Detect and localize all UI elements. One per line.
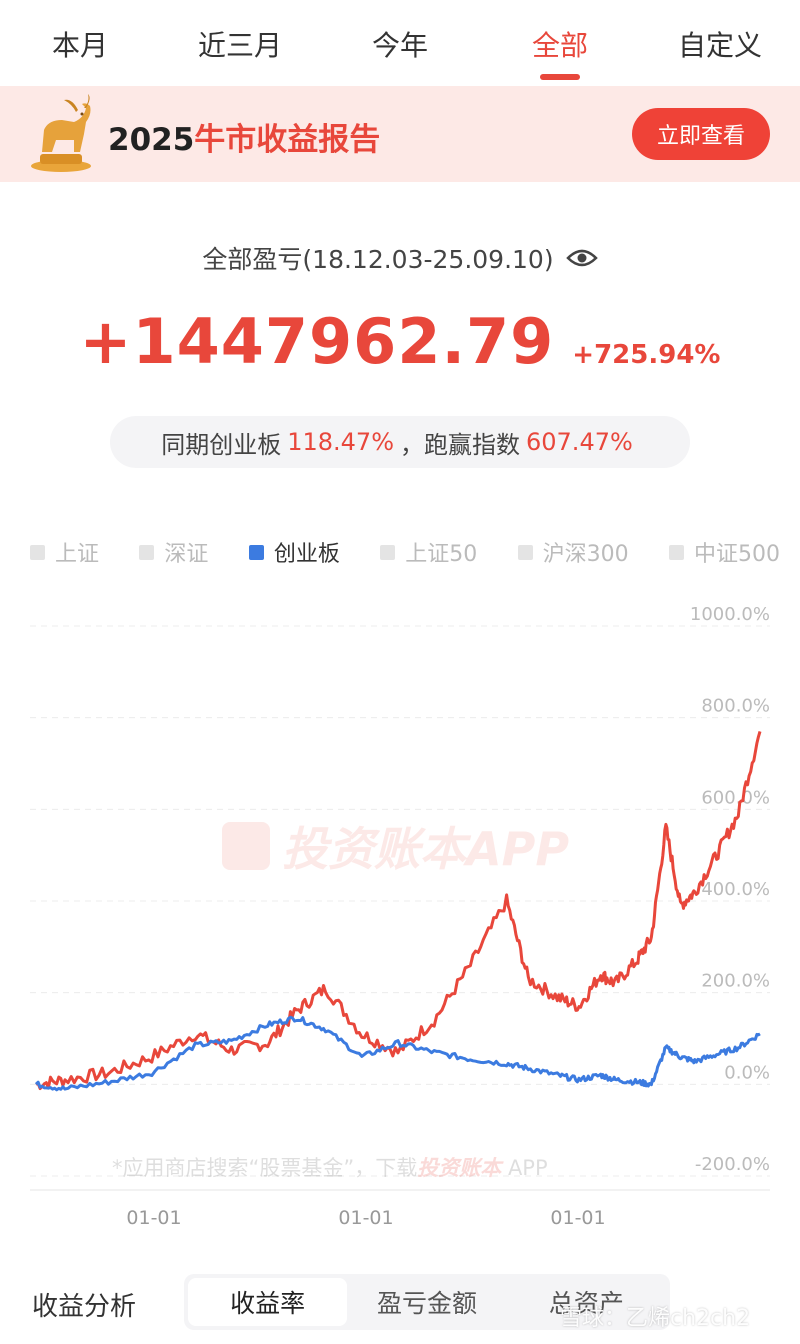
tab-three-months[interactable]: 近三月 xyxy=(197,29,282,62)
banner-year: 2025 xyxy=(108,122,195,158)
x-tick-label: 01-01 xyxy=(338,1207,393,1229)
total-profit: +1447962.79 xyxy=(79,305,555,378)
legend-swatch xyxy=(380,544,396,560)
app-watermark: 投资账本APP xyxy=(222,816,602,876)
eye-icon[interactable] xyxy=(565,247,598,269)
legend-swatch xyxy=(30,544,45,560)
legend-sse50[interactable]: 上证50 xyxy=(380,536,477,568)
tab-this-year[interactable]: 今年 xyxy=(371,29,428,62)
period-tabs: 本月 近三月 今年 全部 自定义 xyxy=(0,0,800,86)
footer-watermark: 雪球：乙烯ch2ch2 xyxy=(560,1306,751,1331)
segment-profit-amount[interactable]: 盈亏金额 xyxy=(376,1289,477,1318)
legend-swatch xyxy=(139,544,155,560)
compare-value: 118.47% xyxy=(287,428,394,456)
y-tick-label: 600.0% xyxy=(701,787,770,808)
banner-title-text: 牛市收益报告 xyxy=(194,122,381,158)
tab-all[interactable]: 全部 xyxy=(485,22,635,64)
index-legend: 上证 深证 创业板 上证50 沪深300 中证500 xyxy=(30,536,780,568)
y-tick-label: 200.0% xyxy=(701,971,770,992)
period-label: 全部盈亏(18.12.03-25.09.10) xyxy=(202,245,554,274)
y-tick-label: 0.0% xyxy=(724,1062,770,1083)
segment-return-rate[interactable]: 收益率 xyxy=(188,1278,348,1326)
tab-month[interactable]: 本月 xyxy=(51,29,108,62)
chinext-index-line xyxy=(34,1015,761,1092)
search-watermark: *应用商店搜索“股票基金”，下载投资账本 APP xyxy=(112,1152,548,1182)
compare-prefix: 同期创业板 xyxy=(161,430,282,459)
legend-shenzhen[interactable]: 深证 xyxy=(139,536,208,568)
promo-banner[interactable]: 2025牛市收益报告 立即查看 xyxy=(0,86,800,182)
legend-label: 深证 xyxy=(164,542,209,567)
section-label: 收益分析 xyxy=(32,1292,137,1322)
compare-middle: ，跑赢指数 xyxy=(400,430,520,459)
search-watermark-prefix: *应用商店搜索“股票基金”，下载 xyxy=(112,1156,418,1180)
y-tick-label: 1000.0% xyxy=(690,604,770,625)
app-logo-icon xyxy=(222,822,270,870)
returns-chart[interactable]: 1000.0% 800.0% 600.0% 400.0% 200.0% 0.0% -200.… xyxy=(0,600,800,1240)
legend-label: 上证 xyxy=(55,542,100,567)
search-watermark-brand: 投资账本 xyxy=(417,1156,502,1180)
y-tick-label: 800.0% xyxy=(701,696,770,717)
profit-percent: +725.94% xyxy=(572,340,721,370)
legend-label: 沪深300 xyxy=(542,542,629,567)
legend-shanghai[interactable]: 上证 xyxy=(30,536,99,568)
legend-label: 上证50 xyxy=(405,542,478,567)
period-summary: 全部盈亏(18.12.03-25.09.10) xyxy=(0,240,800,276)
x-tick-label: 01-01 xyxy=(126,1207,181,1229)
golden-bull-icon xyxy=(31,94,91,172)
view-report-button[interactable]: 立即查看 xyxy=(632,108,770,160)
search-watermark-suffix: APP xyxy=(501,1156,548,1180)
legend-label: 中证500 xyxy=(694,542,780,567)
segment-total-assets[interactable]: 总资产 xyxy=(548,1289,624,1318)
legend-csi500[interactable]: 中证500 xyxy=(669,536,780,568)
y-tick-label: 400.0% xyxy=(701,879,770,900)
legend-label: 创业板 xyxy=(273,542,340,567)
x-tick-label: 01-01 xyxy=(550,1207,605,1229)
profit-summary: +1447962.79 +725.94% xyxy=(0,305,800,378)
y-tick-label: -200.0% xyxy=(695,1154,770,1175)
analysis-segmented-control: 收益率 盈亏金额 总资产 xyxy=(184,1274,670,1330)
app-watermark-text: 投资账本APP xyxy=(282,822,570,876)
benchmark-compare: 同期创业板 118.47% ，跑赢指数 607.47% xyxy=(110,416,690,468)
legend-chinext[interactable]: 创业板 xyxy=(248,536,340,568)
portfolio-return-line xyxy=(35,730,762,1091)
legend-swatch xyxy=(248,544,264,560)
tab-custom[interactable]: 自定义 xyxy=(677,29,762,62)
legend-swatch xyxy=(517,544,533,560)
compare-excess: 607.47% xyxy=(526,428,633,456)
banner-title: 2025牛市收益报告 xyxy=(108,114,380,159)
legend-swatch xyxy=(669,544,684,560)
legend-csi300[interactable]: 沪深300 xyxy=(517,536,629,568)
